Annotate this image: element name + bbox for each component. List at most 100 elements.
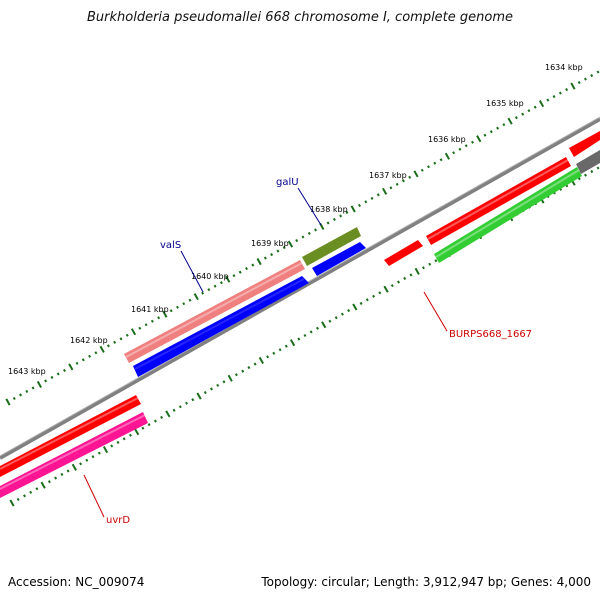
outer-tick xyxy=(238,270,242,274)
outer-tick xyxy=(590,74,594,78)
gene-label-uvrd[interactable]: uvrD xyxy=(106,515,130,526)
outer-tick xyxy=(263,256,267,260)
inner-tick xyxy=(316,326,319,330)
inner-tick xyxy=(178,405,182,409)
inner-tick xyxy=(278,348,282,352)
inner-tick xyxy=(347,309,351,313)
outer-tick xyxy=(558,91,562,95)
outer-tick xyxy=(56,372,60,376)
cds-blue-short[interactable] xyxy=(312,242,366,276)
outer-tick xyxy=(546,98,550,102)
inner-tick xyxy=(309,330,313,334)
outer-tick xyxy=(439,158,443,162)
cds-grey-right[interactable] xyxy=(576,150,600,174)
tick-label: 1638 kbp xyxy=(310,205,348,214)
outer-tick xyxy=(584,77,587,81)
cds-green[interactable] xyxy=(434,167,582,263)
inner-tick xyxy=(134,428,140,436)
accession-text: Accession: NC_009074 xyxy=(8,575,145,589)
outer-tick xyxy=(458,147,462,151)
inner-tick xyxy=(85,458,89,462)
outer-tick xyxy=(201,291,205,295)
tick-label: 1643 kbp xyxy=(8,367,46,376)
outer-tick xyxy=(44,379,48,383)
gene-label-burps668-1667[interactable]: BURPS668_1667 xyxy=(449,329,532,340)
feature-shading xyxy=(0,159,580,490)
cds-pink-vals[interactable] xyxy=(124,260,305,363)
inner-tick xyxy=(129,433,132,437)
inner-tick xyxy=(577,177,581,181)
outer-tick xyxy=(169,309,173,313)
outer-tick xyxy=(245,267,248,271)
outer-tick xyxy=(514,116,518,120)
inner-tick xyxy=(378,291,382,295)
cds-blue-long[interactable] xyxy=(133,276,309,377)
inner-tick xyxy=(9,499,15,507)
inner-tick xyxy=(66,469,70,473)
cds-olive-galu[interactable] xyxy=(302,227,361,266)
outer-tick xyxy=(182,302,186,306)
outer-tick xyxy=(332,217,336,221)
inner-tick xyxy=(321,321,327,329)
cds-red-1667-arrow[interactable] xyxy=(384,240,423,266)
outer-tick xyxy=(527,109,531,113)
inner-tick xyxy=(590,170,594,174)
outer-tick xyxy=(476,135,482,143)
inner-tick xyxy=(116,440,120,444)
outer-tick xyxy=(188,298,192,302)
outer-tick xyxy=(464,144,468,148)
outer-tick xyxy=(36,380,42,388)
outer-tick xyxy=(433,161,437,165)
outer-tick xyxy=(577,81,581,85)
inner-tick xyxy=(147,423,151,427)
outer-tick xyxy=(489,130,493,134)
inner-tick xyxy=(253,362,257,366)
outer-tick xyxy=(301,235,305,239)
outer-tick xyxy=(350,205,356,213)
outer-tick xyxy=(162,310,168,318)
inner-tick xyxy=(23,494,26,498)
inner-tick xyxy=(172,408,176,412)
inner-tick xyxy=(203,391,207,395)
inner-tick xyxy=(110,444,114,448)
gene-label-vals[interactable]: valS xyxy=(160,240,181,251)
outer-tick xyxy=(413,170,419,178)
cds-red-topright[interactable] xyxy=(569,131,600,157)
tick-label: 1641 kbp xyxy=(131,305,169,314)
outer-tick xyxy=(125,333,129,337)
inner-tick xyxy=(40,481,46,489)
cds-magenta[interactable] xyxy=(0,412,148,498)
inner-tick xyxy=(397,280,400,284)
gene-label-galu[interactable]: galU xyxy=(276,177,299,188)
outer-tick xyxy=(225,275,231,283)
cds-red-upper[interactable] xyxy=(426,157,571,245)
outer-tick xyxy=(420,168,424,172)
inner-tick xyxy=(227,374,233,382)
inner-tick xyxy=(79,462,83,466)
inner-tick xyxy=(390,284,394,288)
inner-tick xyxy=(289,339,296,347)
outer-tick xyxy=(538,100,545,108)
outer-tick xyxy=(358,203,361,207)
outer-tick xyxy=(364,200,368,204)
inner-tick xyxy=(247,366,251,370)
outer-tick xyxy=(444,152,450,160)
inner-tick xyxy=(191,398,195,402)
outer-tick xyxy=(31,386,35,390)
outer-tick xyxy=(401,179,405,183)
outer-tick xyxy=(326,221,330,225)
inner-tick xyxy=(328,319,332,323)
inner-tick xyxy=(241,369,245,373)
inner-tick xyxy=(303,333,307,338)
tick-label: 1637 kbp xyxy=(369,171,407,180)
outer-tick xyxy=(150,319,154,323)
inner-tick xyxy=(297,337,301,341)
outer-tick xyxy=(157,316,161,320)
inner-tick xyxy=(122,437,126,441)
inner-tick xyxy=(414,267,420,275)
outer-tick xyxy=(232,274,236,278)
inner-tick xyxy=(234,373,238,377)
outer-tick xyxy=(207,288,211,292)
cds-red-lower-left[interactable] xyxy=(0,395,141,477)
